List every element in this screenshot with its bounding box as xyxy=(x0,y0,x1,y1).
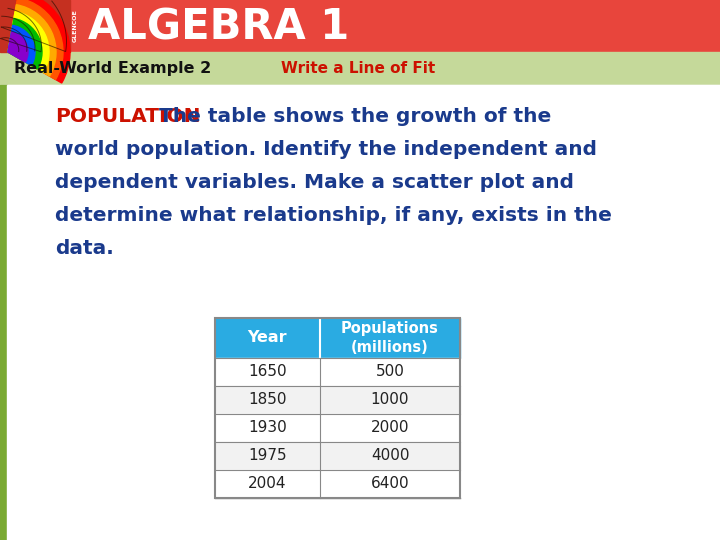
Wedge shape xyxy=(8,12,49,72)
Text: Real-World Example 2: Real-World Example 2 xyxy=(14,61,211,76)
Bar xyxy=(0,85,720,540)
Bar xyxy=(215,386,460,414)
Bar xyxy=(215,470,460,498)
Bar xyxy=(0,52,720,85)
Wedge shape xyxy=(8,5,56,76)
Text: determine what relationship, if any, exists in the: determine what relationship, if any, exi… xyxy=(55,206,612,225)
Wedge shape xyxy=(8,25,35,65)
Text: 2004: 2004 xyxy=(248,476,287,491)
Wedge shape xyxy=(8,0,70,83)
Text: The table shows the growth of the: The table shows the growth of the xyxy=(152,107,552,126)
Text: Write a Line of Fit: Write a Line of Fit xyxy=(281,61,435,76)
Text: dependent variables. Make a scatter plot and: dependent variables. Make a scatter plot… xyxy=(55,173,574,192)
Text: 1975: 1975 xyxy=(248,449,287,463)
Text: data.: data. xyxy=(55,239,114,258)
Text: 2000: 2000 xyxy=(371,421,409,435)
Bar xyxy=(215,442,460,470)
Bar xyxy=(215,414,460,442)
Text: Populations
(millions): Populations (millions) xyxy=(341,321,439,355)
Text: 1650: 1650 xyxy=(248,364,287,380)
Text: POPULATION: POPULATION xyxy=(55,107,200,126)
Wedge shape xyxy=(8,32,28,62)
Bar xyxy=(0,0,720,52)
Text: ALGEBRA 1: ALGEBRA 1 xyxy=(88,6,349,48)
Wedge shape xyxy=(8,18,42,69)
Text: 4000: 4000 xyxy=(371,449,409,463)
Wedge shape xyxy=(8,0,63,79)
Text: 6400: 6400 xyxy=(371,476,409,491)
Bar xyxy=(0,85,7,540)
Bar xyxy=(7,85,720,540)
Text: world population. Identify the independent and: world population. Identify the independe… xyxy=(55,140,597,159)
Bar xyxy=(215,318,460,358)
Text: 500: 500 xyxy=(376,364,405,380)
Text: 1850: 1850 xyxy=(248,393,287,408)
Text: Year: Year xyxy=(248,330,287,346)
Bar xyxy=(215,318,460,498)
Text: 1000: 1000 xyxy=(371,393,409,408)
Bar xyxy=(215,358,460,386)
Text: 1930: 1930 xyxy=(248,421,287,435)
Text: GLENCOE: GLENCOE xyxy=(73,10,78,42)
Bar xyxy=(0,0,70,52)
